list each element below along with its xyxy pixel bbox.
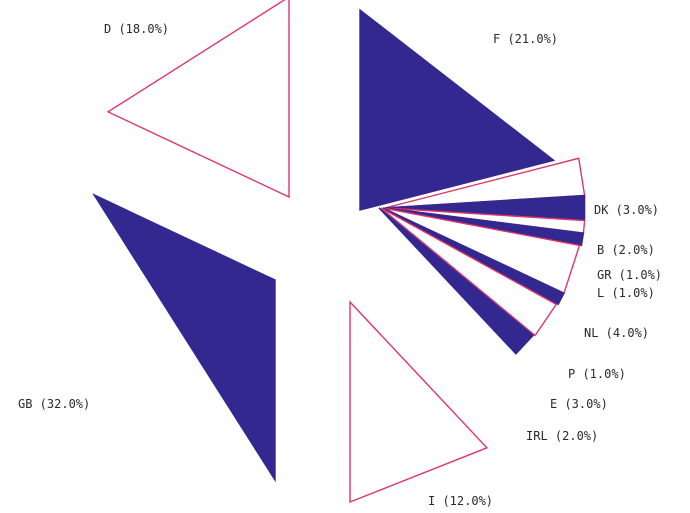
slice-label-irl: IRL (2.0%) [526,429,598,443]
slice-label-dk: DK (3.0%) [594,203,659,217]
pie-slice-i [350,302,487,502]
pie-slice-gb [94,195,275,480]
slice-label-l: L (1.0%) [597,286,655,300]
slice-label-f: F (21.0%) [493,32,558,46]
slice-label-b: B (2.0%) [597,243,655,257]
slice-label-d: D (18.0%) [104,22,169,36]
slice-label-i: I (12.0%) [428,494,493,508]
slice-label-nl: NL (4.0%) [584,326,649,340]
slice-label-gr: GR (1.0%) [597,268,662,282]
pie-slices [94,0,585,502]
slice-label-e: E (3.0%) [550,397,608,411]
slice-label-p: P (1.0%) [568,367,626,381]
slice-label-gb: GB (32.0%) [18,397,90,411]
